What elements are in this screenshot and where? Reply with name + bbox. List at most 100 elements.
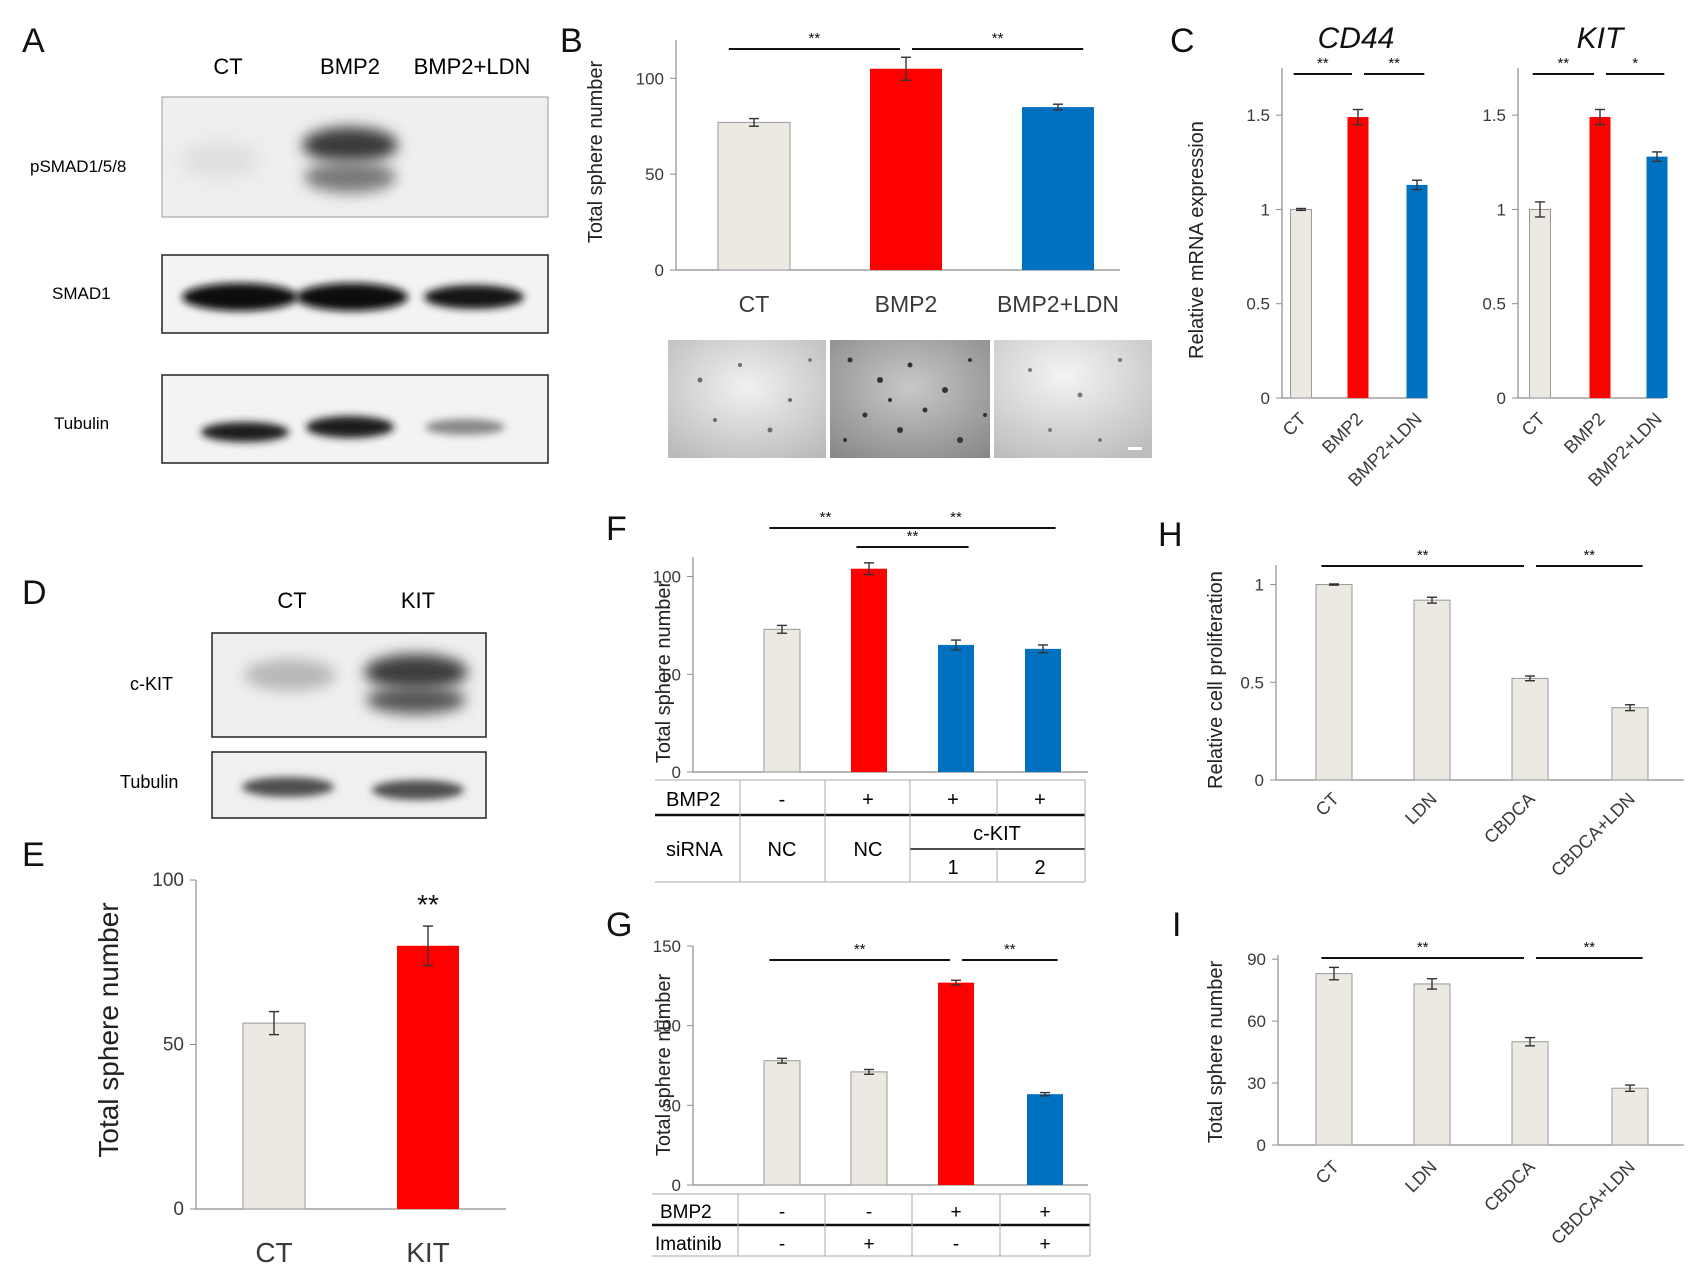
table-cell: + [1039, 1234, 1050, 1255]
chart-title: CD44 [1318, 22, 1395, 55]
y-tick-label: 90 [1247, 950, 1266, 969]
band-psmad-bmp2-upper [302, 127, 398, 163]
y-tick-label: 0 [1261, 389, 1270, 408]
band-tubulin-kit [372, 780, 464, 800]
panel-letter-i: I [1172, 906, 1181, 944]
y-tick-label: 0 [1255, 771, 1264, 790]
microscopy-image-bmp2 [830, 340, 990, 458]
panel-f-table: BMP2 - + + + siRNA NC NC c-KIT 1 2 [655, 779, 1086, 883]
significance-label: ** [1417, 939, 1429, 956]
table-row-label-bmp2: BMP2 [660, 1202, 712, 1223]
x-tick-label: LDN [1401, 1157, 1441, 1197]
bar [1315, 584, 1353, 781]
band-tubulin-bmp2-ldn [425, 419, 505, 435]
bar [850, 1071, 888, 1186]
table-cell: - [779, 1202, 785, 1223]
y-tick-label: 0 [672, 763, 681, 782]
significance-label: ** [1388, 55, 1400, 72]
x-tick-label: BMP2 [1560, 409, 1609, 458]
table-cell: + [863, 1234, 874, 1255]
sphere-dots-bmp2 [843, 357, 987, 443]
significance-label: ** [820, 509, 832, 526]
table-cell: + [862, 789, 874, 811]
x-tick-label: CT [1312, 789, 1343, 820]
x-tick-label: KIT [406, 1237, 450, 1268]
blot-label-tubulin: Tubulin [120, 772, 178, 792]
chart-e-sphere-number: 0 50 100 Total sphere number CT KIT ** [93, 870, 506, 1268]
x-tick-label: CT [1312, 1157, 1343, 1188]
y-tick-label: 100 [636, 69, 664, 88]
y-tick-label: 0 [672, 1176, 681, 1195]
table-cell: + [950, 1202, 961, 1223]
bar [851, 568, 887, 772]
y-tick-label: 50 [645, 165, 664, 184]
bar [1025, 648, 1061, 772]
band-tubulin-ct [201, 422, 289, 442]
significance-label: ** [950, 509, 962, 526]
lane-label-bmp2: BMP2 [320, 54, 380, 79]
microscopy-image-ct [668, 340, 826, 458]
bar [870, 68, 942, 270]
y-tick-label: 0 [1257, 1136, 1266, 1155]
chart-title: KIT [1577, 22, 1626, 55]
x-tick-label: BMP2 [875, 291, 938, 317]
panel-letter-d: D [22, 574, 47, 612]
y-axis-label: Total sphere number [653, 581, 675, 764]
x-tick-label: CT [739, 291, 770, 317]
table-cell: - [779, 789, 786, 811]
bar [938, 982, 974, 1185]
significance-label: ** [907, 528, 919, 545]
bar [1646, 156, 1668, 398]
bar [1511, 1041, 1549, 1146]
x-tick-label: CT [1518, 409, 1549, 440]
significance-label: ** [417, 889, 439, 920]
band-tubulin-ct [242, 777, 334, 797]
blot-label-psmad: pSMAD1/5/8 [30, 157, 126, 176]
bar [1022, 107, 1094, 270]
panel-b-microscopy [668, 340, 1152, 458]
significance-label: ** [1557, 55, 1569, 72]
lane-label-ct: CT [277, 588, 306, 613]
band-smad1-bmp2 [296, 283, 408, 311]
y-axis-label: Relative mRNA expression [1186, 121, 1208, 359]
blot-label-smad1: SMAD1 [52, 284, 111, 303]
y-tick-label: 0 [173, 1199, 184, 1220]
table-group-label-ckit: c-KIT [973, 823, 1021, 845]
microscopy-image-bmp2-ldn [994, 340, 1152, 458]
y-tick-label: 0 [655, 261, 664, 280]
x-tick-label: BMP2+LDN [997, 291, 1119, 317]
table-cell: NC [854, 839, 883, 861]
table-row-label-imatinib: Imatinib [655, 1234, 722, 1255]
bar [938, 644, 974, 772]
bar [1589, 117, 1611, 399]
panel-letter-b: B [560, 22, 583, 60]
significance-label: ** [1004, 941, 1016, 958]
bar [717, 121, 791, 271]
table-cell: - [779, 1234, 785, 1255]
y-axis-label: Total sphere number [1205, 961, 1227, 1144]
table-cell: + [1039, 1202, 1050, 1223]
lane-label-bmp2-ldn: BMP2+LDN [414, 54, 531, 79]
x-tick-label: CT [1279, 409, 1310, 440]
table-cell: NC [768, 839, 797, 861]
y-tick-label: 150 [653, 937, 681, 956]
significance-label: ** [1583, 939, 1595, 956]
bar [1027, 1094, 1063, 1185]
scale-bar [1128, 447, 1142, 450]
sphere-dots-ct [697, 358, 812, 433]
band-smad1-bmp2-ldn [424, 285, 524, 309]
y-tick-label: 1 [1255, 576, 1264, 595]
panel-letter-e: E [22, 836, 45, 874]
y-tick-label: 0.5 [1246, 295, 1270, 314]
y-tick-label: 50 [662, 1096, 681, 1115]
significance-label: ** [854, 941, 866, 958]
band-smad1-ct [182, 283, 298, 311]
panel-letter-a: A [22, 22, 45, 60]
table-cell: 2 [1034, 857, 1045, 879]
y-axis-label: Relative cell proliferation [1205, 571, 1227, 789]
chart-b-sphere-number: 0 50 100 Total sphere number CT BMP2 BMP2+LDN *… [585, 30, 1120, 317]
bar [763, 628, 801, 773]
x-tick-label: CT [255, 1237, 292, 1268]
